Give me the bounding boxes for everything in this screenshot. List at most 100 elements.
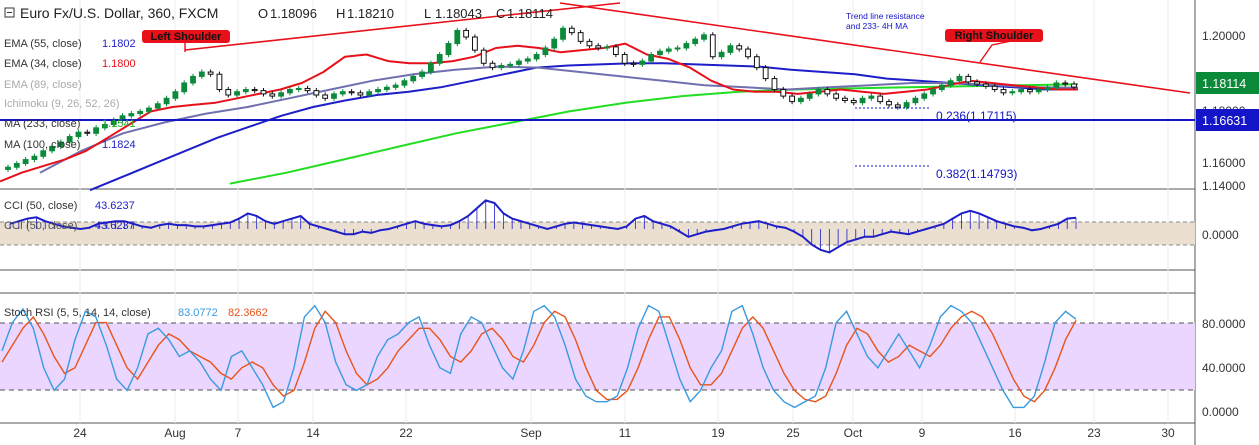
candle-10	[93, 125, 100, 136]
candle-body-44	[392, 84, 399, 88]
candle-8	[75, 129, 82, 140]
candle-53	[472, 34, 478, 53]
candle-3	[31, 153, 38, 163]
candle-14	[128, 110, 135, 119]
candle-body-31	[278, 92, 285, 97]
legend-ema34[interactable]: EMA (34, close)	[4, 58, 82, 70]
candle-67	[595, 43, 602, 51]
legend-ema55[interactable]: EMA (55, close)	[4, 38, 82, 50]
candle-91	[806, 91, 813, 101]
collapse-icon[interactable]	[4, 7, 15, 18]
candle-86	[762, 65, 769, 82]
candle-body-19	[172, 91, 179, 99]
legend-ma233-value: 1.1541	[102, 118, 136, 130]
ohlc-open-label: O	[258, 6, 268, 21]
ohlc-close: 1.18114	[507, 6, 553, 21]
candle-body-121	[1071, 83, 1077, 88]
candle-52	[463, 27, 470, 40]
candle-body-59	[524, 58, 531, 62]
time-tick-aug: Aug	[164, 426, 185, 440]
candle-57	[507, 61, 514, 69]
candle-body-15	[137, 110, 144, 115]
candle-33	[295, 85, 302, 93]
candle-body-9	[84, 131, 91, 134]
candle-body-33	[295, 87, 302, 91]
ohlc-close-label: C	[496, 6, 505, 21]
candle-9	[84, 129, 91, 136]
candle-body-46	[410, 75, 417, 82]
legend-ma100[interactable]: MA (100, close)	[4, 139, 80, 151]
candle-body-104	[921, 93, 928, 99]
candle-body-100	[886, 101, 892, 106]
candle-body-6	[57, 141, 64, 147]
candle-body-0	[5, 166, 11, 170]
candle-body-62	[551, 38, 558, 49]
candle-34	[304, 85, 311, 94]
candle-31	[278, 90, 285, 99]
time-tick-7: 7	[235, 426, 242, 440]
legend-stoch[interactable]: Stoch RSI (5, 5, 14, 14, close)	[4, 307, 151, 319]
candle-120	[1062, 80, 1069, 87]
candle-105	[930, 86, 936, 97]
legend-ma233[interactable]: MA (233, close)	[4, 118, 80, 130]
candle-body-54	[480, 49, 487, 64]
support-price-badge	[1196, 109, 1259, 131]
candle-body-4	[40, 150, 47, 157]
candle-37	[331, 91, 337, 101]
candle-body-75	[665, 48, 672, 52]
candle-110	[974, 79, 980, 87]
candle-27	[242, 86, 249, 95]
candle-26	[234, 89, 240, 98]
legend-ichimoku[interactable]: Ichimoku (9, 26, 52, 26)	[4, 98, 120, 110]
candle-body-120	[1062, 82, 1069, 85]
candle-102	[903, 100, 910, 110]
time-tick-30: 30	[1161, 426, 1175, 440]
candle-body-95	[842, 97, 848, 101]
legend-cci-b[interactable]: CCI (50, close)	[4, 220, 77, 232]
candle-body-119	[1053, 82, 1060, 88]
legend-cci-a[interactable]: CCI (50, close)	[4, 200, 77, 212]
time-tick-24: 24	[73, 426, 87, 440]
candle-body-71	[630, 62, 637, 65]
time-tick-oct: Oct	[844, 426, 863, 440]
candle-63	[560, 25, 566, 42]
legend-ema89[interactable]: EMA (89, close)	[4, 79, 82, 91]
candle-99	[877, 93, 884, 105]
candle-42	[375, 86, 381, 95]
candle-body-73	[648, 54, 655, 62]
candle-45	[401, 78, 408, 88]
candle-48	[427, 60, 434, 75]
candle-113	[1000, 86, 1007, 96]
candle-43	[383, 84, 390, 93]
candle-body-20	[181, 82, 188, 93]
candle-body-43	[383, 86, 390, 91]
candle-19	[172, 89, 179, 101]
legend-ma100-value: 1.1824	[102, 139, 136, 151]
candle-body-93	[824, 89, 831, 95]
candle-body-80	[709, 34, 716, 58]
candle-body-58	[516, 60, 522, 65]
candle-7	[66, 133, 73, 145]
fib-236-label: 0.236(1.17115)	[936, 109, 1017, 123]
candle-body-16	[146, 107, 152, 112]
candle-80	[709, 32, 716, 60]
candle-body-70	[621, 54, 628, 64]
candle-body-87	[771, 78, 778, 91]
candle-body-28	[251, 89, 258, 92]
candle-87	[771, 75, 778, 93]
neckline-left-trend[interactable]	[184, 2, 621, 51]
stoch-tick-0: 0.0000	[1202, 405, 1239, 419]
candle-89	[789, 93, 795, 105]
candle-49	[436, 51, 443, 66]
legend-stoch-k: 83.0772	[178, 307, 218, 319]
candle-116	[1027, 86, 1033, 95]
symbol-title[interactable]: Euro Fx/U.S. Dollar, 360, FXCM	[20, 5, 218, 21]
candle-32	[287, 86, 293, 96]
candle-56	[498, 62, 505, 71]
candle-93	[824, 86, 831, 97]
candle-body-88	[780, 89, 787, 97]
trend-resistance-line[interactable]	[559, 2, 1191, 94]
candle-body-61	[542, 47, 549, 56]
candle-body-8	[75, 131, 82, 138]
